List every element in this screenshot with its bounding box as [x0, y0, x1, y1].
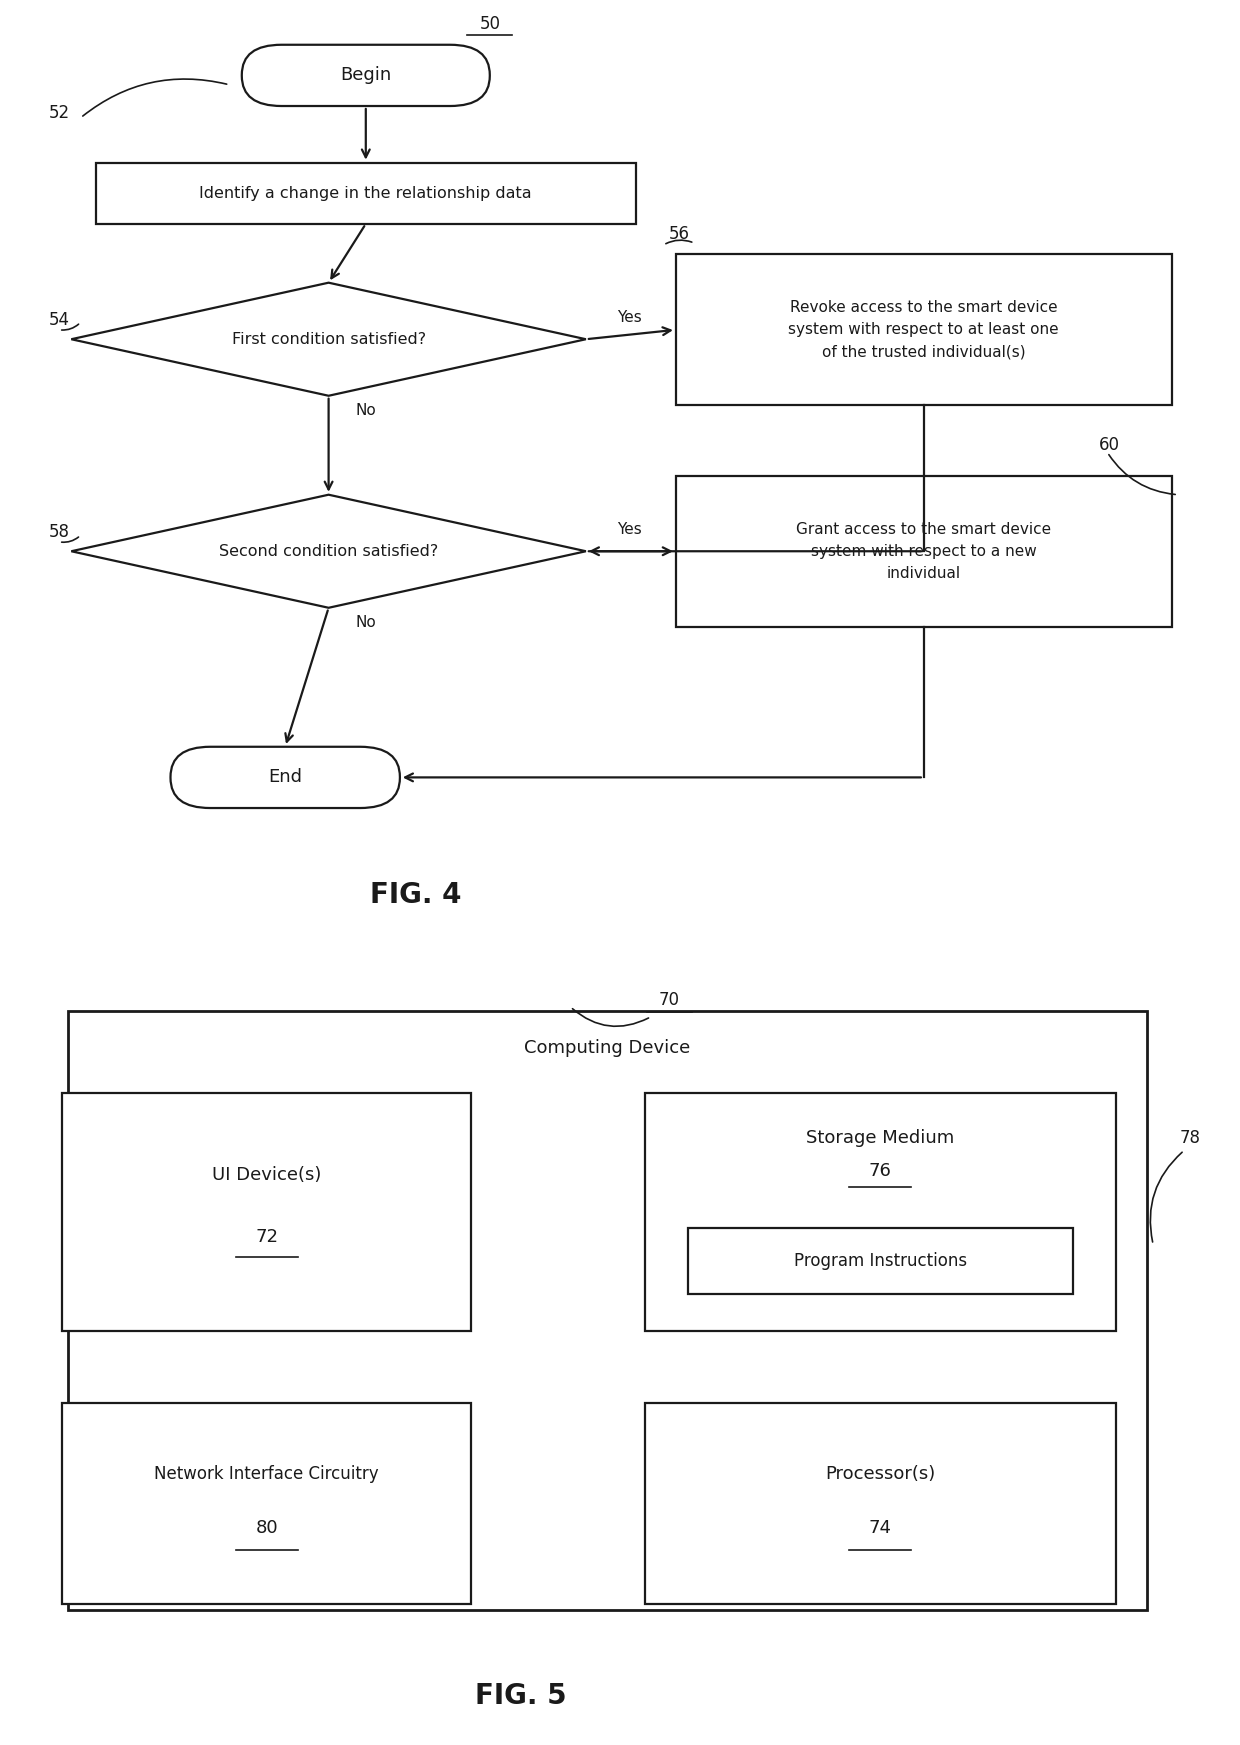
- Text: 58: 58: [50, 524, 69, 541]
- Text: 52: 52: [48, 105, 71, 122]
- Text: 56: 56: [670, 225, 689, 243]
- Text: Yes: Yes: [618, 311, 641, 325]
- Bar: [68, 1010, 1147, 1609]
- Text: 60: 60: [1100, 436, 1120, 454]
- Text: Storage Medium: Storage Medium: [806, 1129, 955, 1146]
- Text: Processor(s): Processor(s): [826, 1466, 935, 1483]
- Bar: [688, 1228, 1073, 1295]
- Bar: [676, 255, 1172, 405]
- Text: Second condition satisfied?: Second condition satisfied?: [219, 544, 438, 558]
- Text: First condition satisfied?: First condition satisfied?: [232, 332, 425, 347]
- Text: FIG. 5: FIG. 5: [475, 1682, 567, 1710]
- Bar: [645, 1092, 1116, 1331]
- Text: 78: 78: [1180, 1129, 1200, 1146]
- Bar: [62, 1403, 471, 1604]
- Text: 76: 76: [869, 1162, 892, 1180]
- Text: 80: 80: [255, 1518, 278, 1537]
- Bar: [62, 1092, 471, 1331]
- Text: Program Instructions: Program Instructions: [794, 1253, 967, 1270]
- FancyBboxPatch shape: [171, 747, 399, 808]
- Text: FIG. 4: FIG. 4: [370, 881, 461, 909]
- Bar: [676, 476, 1172, 626]
- Text: 72: 72: [255, 1227, 278, 1246]
- Polygon shape: [72, 283, 587, 396]
- Text: No: No: [356, 403, 377, 419]
- Text: Identify a change in the relationship data: Identify a change in the relationship da…: [200, 185, 532, 201]
- Text: Revoke access to the smart device
system with respect to at least one
of the tru: Revoke access to the smart device system…: [789, 300, 1059, 359]
- Bar: [645, 1403, 1116, 1604]
- Text: 74: 74: [869, 1518, 892, 1537]
- Bar: [95, 162, 635, 223]
- Text: Grant access to the smart device
system with respect to a new
individual: Grant access to the smart device system …: [796, 522, 1052, 581]
- Text: Begin: Begin: [340, 66, 392, 84]
- Text: UI Device(s): UI Device(s): [212, 1166, 321, 1185]
- Text: End: End: [268, 768, 303, 787]
- Text: 50: 50: [480, 14, 500, 33]
- Text: Computing Device: Computing Device: [525, 1038, 691, 1057]
- Text: Yes: Yes: [618, 522, 641, 537]
- Text: No: No: [356, 616, 377, 630]
- Text: 54: 54: [50, 311, 69, 330]
- FancyBboxPatch shape: [242, 45, 490, 106]
- Polygon shape: [72, 496, 587, 607]
- Text: 70: 70: [660, 991, 680, 1009]
- Text: Network Interface Circuitry: Network Interface Circuitry: [154, 1466, 379, 1483]
